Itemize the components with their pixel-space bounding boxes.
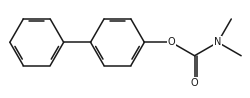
Text: N: N [213,37,221,47]
Text: O: O [190,78,198,88]
Text: O: O [167,37,174,47]
